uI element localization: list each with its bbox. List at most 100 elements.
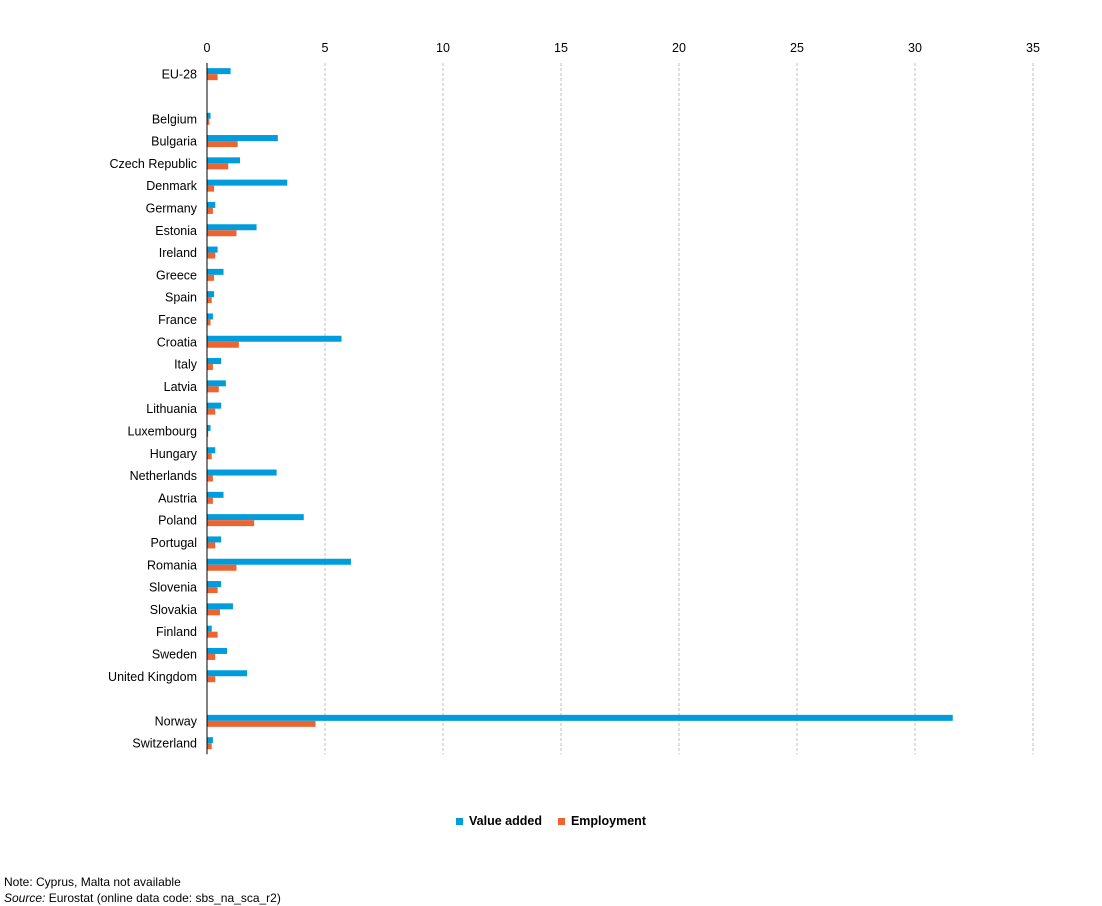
category-label-poland: Poland (158, 514, 197, 528)
bar-value-added-norway (207, 714, 953, 721)
note-text: Note: Cyprus, Malta not available (4, 875, 181, 889)
bar-employment-denmark (207, 185, 215, 192)
category-label-luxembourg: Luxembourg (128, 424, 198, 438)
legend-label-employment: Employment (570, 814, 646, 828)
legend-item-employment: Employment (557, 814, 646, 828)
category-label-spain: Spain (165, 291, 197, 305)
bar-employment-sweden (207, 653, 216, 660)
legend-label-value-added: Value added (469, 814, 542, 828)
category-label-sweden: Sweden (152, 647, 197, 661)
category-label-denmark: Denmark (146, 179, 197, 193)
bar-value-added-slovakia (207, 603, 233, 610)
bar-employment-finland (207, 631, 218, 638)
legend: Value added Employment (0, 814, 1102, 828)
bar-value-added-croatia (207, 335, 342, 342)
category-label-netherlands: Netherlands (130, 469, 197, 483)
category-label-switzerland: Switzerland (132, 737, 197, 751)
bar-employment-norway (207, 720, 316, 727)
category-label-italy: Italy (174, 358, 198, 372)
gridlines (324, 63, 1034, 755)
category-label-greece: Greece (156, 268, 197, 282)
bar-value-added-italy (207, 358, 222, 365)
legend-swatch-employment (557, 817, 565, 825)
bar-value-added-latvia (207, 380, 226, 387)
category-label-lithuania: Lithuania (146, 402, 197, 416)
category-labels: EU-28 Belgium Bulgaria Czech Republic Denmar… (108, 68, 198, 751)
bar-employment-ireland (207, 252, 216, 259)
bar-employment-austria (207, 497, 213, 504)
category-label-croatia: Croatia (157, 335, 197, 349)
legend-swatch-value-added (456, 817, 464, 825)
category-label-slovenia: Slovenia (149, 581, 197, 595)
source-label: Source: (4, 891, 46, 905)
bar-value-added-ireland (207, 246, 218, 253)
category-label-hungary: Hungary (150, 447, 198, 461)
category-label-latvia: Latvia (164, 380, 197, 394)
bar-employment-poland (207, 520, 255, 527)
bar-value-added-eu-28 (207, 68, 231, 75)
bar-employment-italy (207, 364, 213, 371)
bar-employment-netherlands (207, 475, 213, 482)
bar-value-added-belgium (207, 112, 211, 119)
bar-value-added-austria (207, 491, 224, 498)
category-label-bulgaria: Bulgaria (151, 135, 197, 149)
category-label-france: France (158, 313, 197, 327)
bar-value-added-sweden (207, 647, 228, 654)
x-tick-label: 10 (436, 41, 450, 55)
bar-value-added-switzerland (207, 737, 213, 744)
bar-employment-romania (207, 564, 237, 571)
bar-value-added-germany (207, 201, 216, 208)
category-label-norway: Norway (155, 714, 198, 728)
bar-value-added-portugal (207, 536, 222, 543)
bar-value-added-france (207, 313, 213, 320)
bar-employment-bulgaria (207, 141, 238, 148)
category-label-romania: Romania (147, 558, 197, 572)
category-label-estonia: Estonia (155, 224, 197, 238)
x-tick-label: 15 (554, 41, 568, 55)
bar-chart: 0 5 10 15 20 25 30 35 EU-28 Belgium Bulgaria Czech… (108, 41, 1040, 755)
bar-employment-slovenia (207, 587, 218, 594)
bar-value-added-united-kingdom (207, 670, 248, 677)
bar-value-added-bulgaria (207, 135, 278, 142)
category-label-eu-28: EU-28 (162, 68, 197, 82)
category-label-germany: Germany (146, 201, 198, 215)
bar-employment-greece (207, 274, 215, 281)
bar-employment-germany (207, 207, 213, 214)
bar-employment-portugal (207, 542, 216, 549)
bar-employment-eu-28 (207, 74, 218, 81)
bar-employment-lithuania (207, 408, 216, 415)
source-text: Eurostat (online data code: sbs_na_sca_r… (45, 891, 281, 905)
footnotes: Note: Cyprus, Malta not available Source… (4, 874, 281, 906)
bar-value-added-lithuania (207, 402, 222, 409)
bar-employment-united-kingdom (207, 676, 216, 683)
x-tick-label: 5 (322, 41, 329, 55)
bar-employment-switzerland (207, 743, 212, 750)
category-label-united-kingdom: United Kingdom (108, 670, 197, 684)
bar-employment-croatia (207, 341, 239, 348)
bar-value-added-estonia (207, 224, 257, 231)
bar-employment-estonia (207, 230, 237, 237)
bar-value-added-greece (207, 268, 224, 275)
bar-value-added-hungary (207, 447, 216, 454)
category-label-portugal: Portugal (150, 536, 197, 550)
x-tick-label: 0 (204, 41, 211, 55)
category-label-slovakia: Slovakia (150, 603, 197, 617)
x-tick-label: 35 (1026, 41, 1040, 55)
bar-value-added-netherlands (207, 469, 277, 476)
bar-employment-spain (207, 297, 212, 304)
x-axis-ticks: 0 5 10 15 20 25 30 35 (204, 41, 1040, 55)
bar-employment-belgium (207, 118, 210, 125)
legend-item-value-added: Value added (456, 814, 542, 828)
x-tick-label: 30 (908, 41, 922, 55)
bar-value-added-spain (207, 291, 215, 298)
category-label-belgium: Belgium (152, 112, 197, 126)
category-label-finland: Finland (156, 625, 197, 639)
bars (207, 68, 953, 750)
bar-value-added-finland (207, 625, 212, 632)
bar-employment-czech-republic (207, 163, 229, 170)
bar-value-added-denmark (207, 179, 288, 186)
bar-employment-slovakia (207, 609, 220, 616)
bar-employment-luxembourg (207, 430, 209, 437)
bar-employment-latvia (207, 386, 219, 393)
bar-employment-france (207, 319, 211, 326)
